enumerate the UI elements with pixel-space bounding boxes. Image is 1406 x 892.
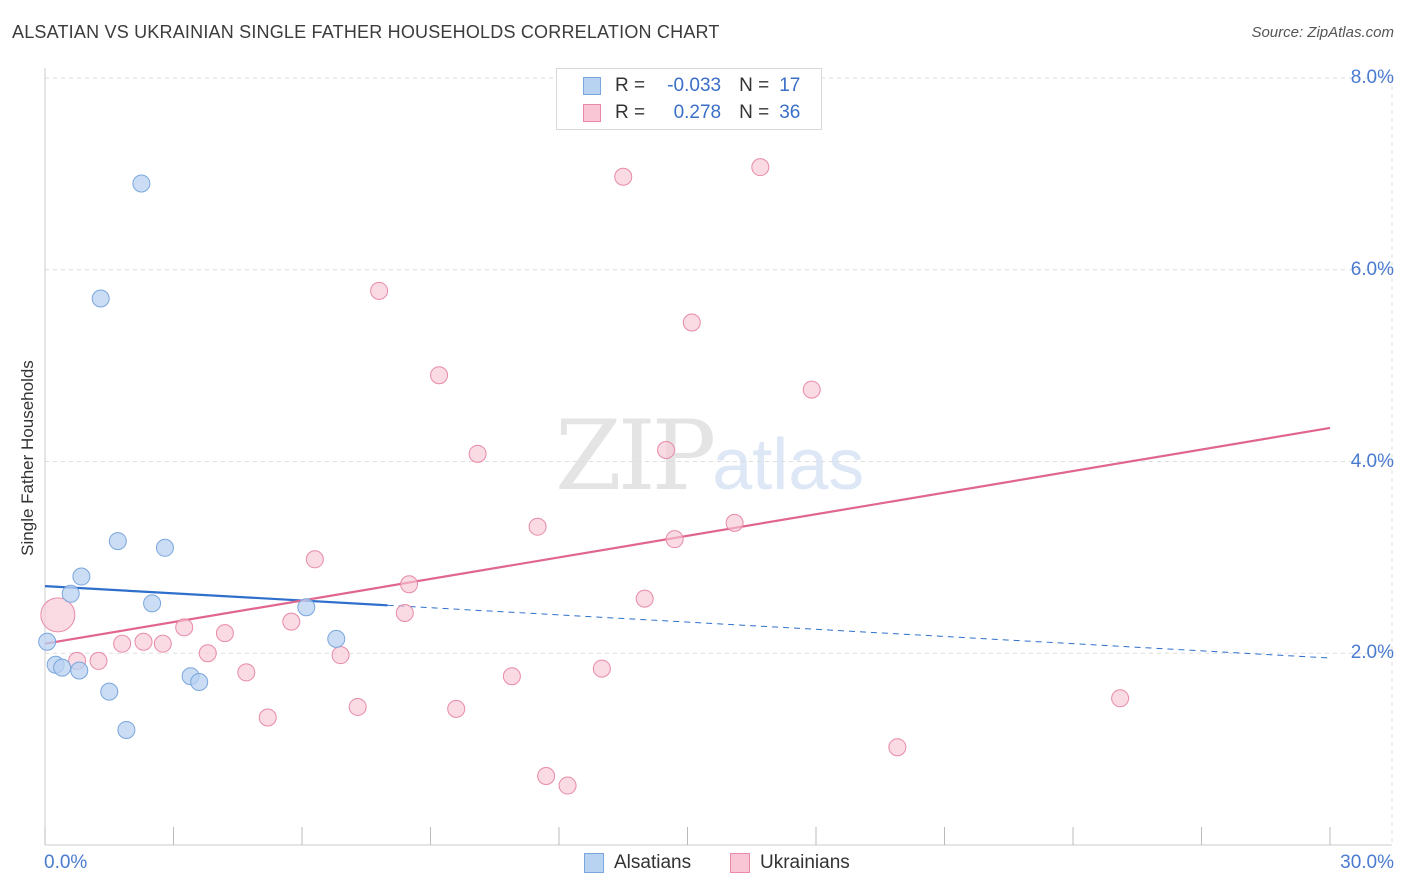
alsatian-legend-swatch [584, 853, 604, 873]
alsatian-trend-extension [387, 604, 1331, 659]
ukrainian-trend-line [44, 426, 1331, 645]
watermark-zip: ZIP [555, 400, 716, 512]
alsatian-point [100, 682, 119, 701]
legend-r-label: R = [615, 102, 646, 123]
alsatian-point [132, 174, 151, 193]
legend-item-alsatians[interactable]: Alsatians [584, 852, 691, 874]
legend-label-ukrainians: Ukrainians [760, 852, 850, 873]
legend-item-ukrainians[interactable]: Ukrainians [730, 852, 850, 874]
y-tick-label: 8.0% [1350, 67, 1394, 88]
ukrainian-point [528, 517, 547, 536]
ukrainian-point [370, 281, 389, 300]
y-tick-label: 6.0% [1350, 258, 1394, 280]
legend-n-label: N = [739, 75, 770, 96]
ukrainian-point [502, 667, 521, 686]
alsatian-point [38, 632, 57, 651]
ukrainian-point [888, 738, 907, 757]
ukrainian-point [725, 513, 744, 532]
legend-r-value: 0.278 [673, 102, 722, 123]
chart-title: ALSATIAN VS UKRAINIAN SINGLE FATHER HOUS… [12, 22, 720, 42]
ukrainian-point [468, 444, 487, 463]
alsatian-point [72, 567, 91, 586]
alsatian-point [108, 532, 127, 551]
ukrainian-point [430, 366, 449, 385]
ukrainian-point [802, 380, 821, 399]
ukrainian-point [665, 530, 684, 549]
ukrainian-point [113, 634, 132, 653]
y-tick-label: 4.0% [1350, 450, 1394, 472]
watermark-atlas: atlas [712, 425, 865, 505]
ukrainian-point [657, 440, 676, 459]
ukrainian-point [134, 632, 153, 651]
alsatian-point [155, 538, 174, 557]
x-tick-label-min: 0.0% [44, 852, 88, 873]
ukrainian-point [635, 589, 654, 608]
ukrainian-point [305, 550, 324, 569]
ukrainian-point [282, 612, 301, 631]
y-tick-label: 2.0% [1350, 642, 1394, 664]
x-tick-label-max: 30.0% [1340, 852, 1394, 873]
ukrainian-point [592, 659, 611, 678]
legend-n-label: N = [739, 102, 770, 123]
ukrainian-point [40, 597, 76, 633]
correlation-legend: R = -0.033 N = 17 R = 0.278 N = 36 [556, 68, 822, 130]
legend-row-ukrainians: R = 0.278 N = 36 [557, 100, 800, 126]
ukrainian-point [751, 158, 770, 177]
legend-r-label: R = [615, 75, 646, 96]
ukrainian-point [89, 651, 108, 670]
ukrainian-legend-swatch [730, 853, 750, 873]
alsatian-point [190, 673, 209, 692]
ukrainian-point [198, 644, 217, 663]
alsatian-swatch [583, 77, 601, 95]
ukrainian-point [395, 603, 414, 622]
alsatian-point [70, 661, 89, 680]
ukrainian-point [331, 646, 350, 665]
ukrainian-point [400, 575, 419, 594]
ukrainian-point [1111, 689, 1130, 708]
ukrainian-point [558, 776, 577, 795]
series-legend: Alsatians Ukrainians [0, 852, 1406, 878]
ukrainian-point [215, 624, 234, 643]
alsatian-point [117, 720, 136, 739]
legend-r-value: -0.033 [667, 75, 722, 96]
legend-n-value: 17 [779, 75, 801, 96]
ukrainian-point [537, 766, 556, 785]
alsatian-point [327, 629, 346, 648]
ukrainian-point [237, 663, 256, 682]
ukrainian-point [258, 708, 277, 727]
alsatian-point [297, 598, 316, 617]
alsatian-point [91, 289, 110, 308]
alsatian-trend-line [44, 585, 388, 607]
legend-n-value: 36 [779, 102, 801, 123]
source-label: Source: ZipAtlas.com [1251, 24, 1394, 41]
legend-row-alsatians: R = -0.033 N = 17 [557, 73, 800, 99]
ukrainian-point [348, 697, 367, 716]
ukrainian-point [153, 634, 172, 653]
ukrainian-point [682, 313, 701, 332]
legend-label-alsatians: Alsatians [614, 852, 692, 873]
alsatian-point [53, 658, 72, 677]
alsatian-point [61, 584, 80, 603]
ukrainian-point [447, 699, 466, 718]
ukrainian-swatch [583, 104, 601, 122]
watermark: ZIPatlas [555, 400, 864, 512]
ukrainian-point [614, 167, 633, 186]
alsatian-point [143, 594, 162, 613]
ukrainian-point [175, 618, 194, 637]
